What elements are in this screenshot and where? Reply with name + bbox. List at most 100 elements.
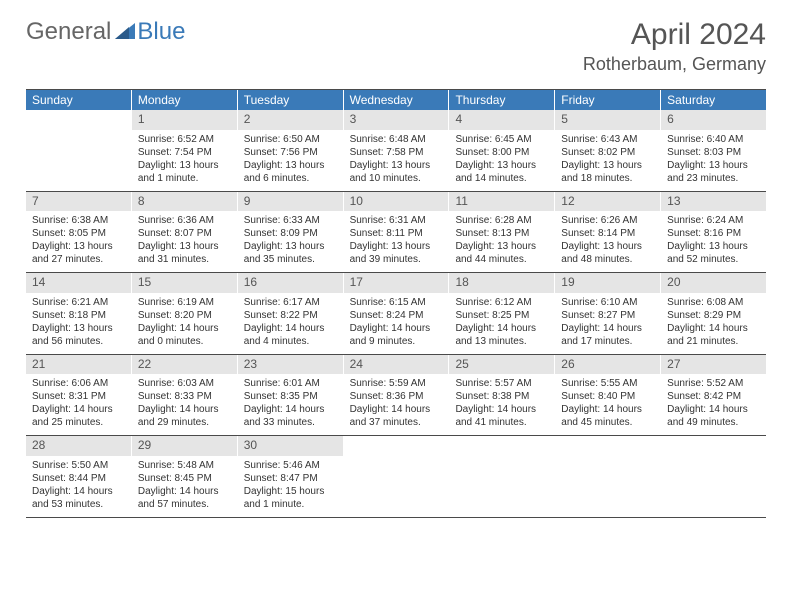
daylight-text: Daylight: 14 hours and 45 minutes.	[561, 403, 654, 429]
day-cell: 11Sunrise: 6:28 AMSunset: 8:13 PMDayligh…	[449, 192, 555, 273]
day-cell: 26Sunrise: 5:55 AMSunset: 8:40 PMDayligh…	[555, 355, 661, 436]
day-cell: 23Sunrise: 6:01 AMSunset: 8:35 PMDayligh…	[238, 355, 344, 436]
day-content: Sunrise: 6:26 AMSunset: 8:14 PMDaylight:…	[555, 211, 660, 272]
day-cell: 12Sunrise: 6:26 AMSunset: 8:14 PMDayligh…	[555, 192, 661, 273]
day-header: Monday	[132, 90, 238, 110]
day-content: Sunrise: 5:59 AMSunset: 8:36 PMDaylight:…	[344, 374, 449, 435]
day-number: 25	[449, 355, 554, 375]
sunrise-text: Sunrise: 6:06 AM	[32, 377, 125, 390]
day-content: Sunrise: 6:40 AMSunset: 8:03 PMDaylight:…	[661, 130, 766, 191]
sunrise-text: Sunrise: 6:36 AM	[138, 214, 231, 227]
day-number: 27	[661, 355, 766, 375]
day-content: Sunrise: 6:15 AMSunset: 8:24 PMDaylight:…	[344, 293, 449, 354]
day-cell: 9 Sunrise: 6:33 AMSunset: 8:09 PMDaylight…	[238, 192, 344, 273]
sunrise-text: Sunrise: 5:52 AM	[667, 377, 760, 390]
day-content: Sunrise: 6:45 AMSunset: 8:00 PMDaylight:…	[449, 130, 554, 191]
daylight-text: Daylight: 14 hours and 29 minutes.	[138, 403, 231, 429]
sunrise-text: Sunrise: 6:26 AM	[561, 214, 654, 227]
sunset-text: Sunset: 8:14 PM	[561, 227, 654, 240]
day-cell: 10Sunrise: 6:31 AMSunset: 8:11 PMDayligh…	[344, 192, 450, 273]
daylight-text: Daylight: 13 hours and 44 minutes.	[455, 240, 548, 266]
sunrise-text: Sunrise: 6:31 AM	[350, 214, 443, 227]
sunrise-text: Sunrise: 5:55 AM	[561, 377, 654, 390]
sunset-text: Sunset: 8:07 PM	[138, 227, 231, 240]
day-number: 2	[238, 110, 343, 130]
week-row: 1Sunrise: 6:52 AMSunset: 7:54 PMDaylight…	[26, 110, 766, 192]
sunrise-text: Sunrise: 6:24 AM	[667, 214, 760, 227]
day-number: 14	[26, 273, 131, 293]
daylight-text: Daylight: 15 hours and 1 minute.	[244, 485, 337, 511]
day-header: Sunday	[26, 90, 132, 110]
sunrise-text: Sunrise: 6:08 AM	[667, 296, 760, 309]
daylight-text: Daylight: 14 hours and 0 minutes.	[138, 322, 231, 348]
day-header-row: SundayMondayTuesdayWednesdayThursdayFrid…	[26, 90, 766, 110]
sunrise-text: Sunrise: 6:33 AM	[244, 214, 337, 227]
day-cell: 19Sunrise: 6:10 AMSunset: 8:27 PMDayligh…	[555, 273, 661, 354]
daylight-text: Daylight: 13 hours and 23 minutes.	[667, 159, 760, 185]
sunrise-text: Sunrise: 6:43 AM	[561, 133, 654, 146]
day-number: 23	[238, 355, 343, 375]
empty-cell	[344, 436, 450, 517]
day-header: Friday	[555, 90, 661, 110]
day-header: Saturday	[661, 90, 766, 110]
day-content: Sunrise: 6:48 AMSunset: 7:58 PMDaylight:…	[344, 130, 449, 191]
day-content: Sunrise: 6:50 AMSunset: 7:56 PMDaylight:…	[238, 130, 343, 191]
sunset-text: Sunset: 8:18 PM	[32, 309, 125, 322]
day-cell: 17Sunrise: 6:15 AMSunset: 8:24 PMDayligh…	[344, 273, 450, 354]
day-number: 15	[132, 273, 237, 293]
sunset-text: Sunset: 8:44 PM	[32, 472, 125, 485]
sunrise-text: Sunrise: 6:15 AM	[350, 296, 443, 309]
daylight-text: Daylight: 14 hours and 21 minutes.	[667, 322, 760, 348]
daylight-text: Daylight: 13 hours and 35 minutes.	[244, 240, 337, 266]
sunrise-text: Sunrise: 6:40 AM	[667, 133, 760, 146]
day-cell: 8Sunrise: 6:36 AMSunset: 8:07 PMDaylight…	[132, 192, 238, 273]
logo-text-blue: Blue	[137, 18, 185, 46]
sunset-text: Sunset: 8:27 PM	[561, 309, 654, 322]
day-content: Sunrise: 6:03 AMSunset: 8:33 PMDaylight:…	[132, 374, 237, 435]
sunrise-text: Sunrise: 6:21 AM	[32, 296, 125, 309]
daylight-text: Daylight: 14 hours and 4 minutes.	[244, 322, 337, 348]
day-number: 22	[132, 355, 237, 375]
week-row: 28Sunrise: 5:50 AMSunset: 8:44 PMDayligh…	[26, 436, 766, 518]
sunset-text: Sunset: 8:24 PM	[350, 309, 443, 322]
day-content: Sunrise: 5:55 AMSunset: 8:40 PMDaylight:…	[555, 374, 660, 435]
daylight-text: Daylight: 14 hours and 49 minutes.	[667, 403, 760, 429]
sunrise-text: Sunrise: 5:48 AM	[138, 459, 231, 472]
day-number: 6	[661, 110, 766, 130]
daylight-text: Daylight: 13 hours and 31 minutes.	[138, 240, 231, 266]
day-content: Sunrise: 6:21 AMSunset: 8:18 PMDaylight:…	[26, 293, 131, 354]
sunrise-text: Sunrise: 6:50 AM	[244, 133, 337, 146]
day-cell: 13Sunrise: 6:24 AMSunset: 8:16 PMDayligh…	[661, 192, 766, 273]
day-cell: 22Sunrise: 6:03 AMSunset: 8:33 PMDayligh…	[132, 355, 238, 436]
sunrise-text: Sunrise: 6:01 AM	[244, 377, 337, 390]
day-content: Sunrise: 6:28 AMSunset: 8:13 PMDaylight:…	[449, 211, 554, 272]
day-cell: 20Sunrise: 6:08 AMSunset: 8:29 PMDayligh…	[661, 273, 766, 354]
sunset-text: Sunset: 8:11 PM	[350, 227, 443, 240]
day-cell: 30Sunrise: 5:46 AMSunset: 8:47 PMDayligh…	[238, 436, 344, 517]
day-number: 9	[238, 192, 343, 212]
day-cell: 1Sunrise: 6:52 AMSunset: 7:54 PMDaylight…	[132, 110, 238, 191]
sunrise-text: Sunrise: 6:03 AM	[138, 377, 231, 390]
sunset-text: Sunset: 8:05 PM	[32, 227, 125, 240]
day-cell: 15Sunrise: 6:19 AMSunset: 8:20 PMDayligh…	[132, 273, 238, 354]
day-content: Sunrise: 6:24 AMSunset: 8:16 PMDaylight:…	[661, 211, 766, 272]
day-number: 18	[449, 273, 554, 293]
sunset-text: Sunset: 8:22 PM	[244, 309, 337, 322]
day-content: Sunrise: 5:46 AMSunset: 8:47 PMDaylight:…	[238, 456, 343, 517]
day-number: 7	[26, 192, 131, 212]
month-title: April 2024	[583, 18, 766, 52]
day-number: 16	[238, 273, 343, 293]
day-number: 4	[449, 110, 554, 130]
daylight-text: Daylight: 14 hours and 9 minutes.	[350, 322, 443, 348]
sunset-text: Sunset: 8:25 PM	[455, 309, 548, 322]
location: Rotherbaum, Germany	[583, 54, 766, 75]
week-row: 7Sunrise: 6:38 AMSunset: 8:05 PMDaylight…	[26, 192, 766, 274]
daylight-text: Daylight: 13 hours and 18 minutes.	[561, 159, 654, 185]
empty-cell	[661, 436, 766, 517]
weeks-container: 1Sunrise: 6:52 AMSunset: 7:54 PMDaylight…	[26, 110, 766, 518]
daylight-text: Daylight: 14 hours and 53 minutes.	[32, 485, 125, 511]
day-content: Sunrise: 6:08 AMSunset: 8:29 PMDaylight:…	[661, 293, 766, 354]
daylight-text: Daylight: 13 hours and 14 minutes.	[455, 159, 548, 185]
day-header: Wednesday	[344, 90, 450, 110]
sunset-text: Sunset: 8:09 PM	[244, 227, 337, 240]
